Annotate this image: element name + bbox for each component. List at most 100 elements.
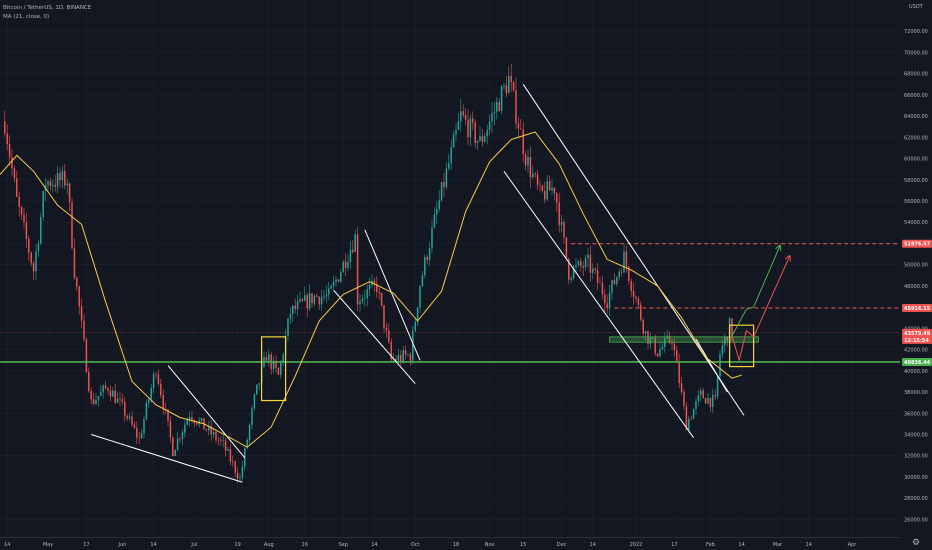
- candle-body: [527, 157, 529, 166]
- candle-body: [592, 268, 594, 273]
- x-tick-label: 19: [234, 542, 240, 548]
- ma-line: [0, 131, 742, 448]
- candle-body: [356, 234, 359, 305]
- candle-body: [604, 294, 606, 304]
- y-tick-label: 40000.00: [904, 369, 928, 375]
- candle-body: [138, 437, 140, 439]
- candle-body: [637, 298, 640, 305]
- candle-body: [536, 174, 539, 185]
- candle-body: [354, 234, 356, 252]
- candle-body: [277, 367, 280, 375]
- candle-body: [700, 390, 702, 396]
- candle-body: [184, 424, 186, 433]
- candle-body: [520, 128, 522, 130]
- candle-body: [294, 305, 296, 310]
- candle-body: [292, 305, 294, 315]
- candle-body: [448, 163, 450, 169]
- candle-body: [364, 298, 366, 299]
- candle-body: [332, 281, 335, 286]
- candle-body: [400, 355, 402, 362]
- candle-body: [282, 354, 284, 362]
- trendline: [522, 84, 745, 416]
- candle-body: [35, 251, 37, 272]
- y-tick-label: 36000.00: [904, 411, 928, 417]
- candle-body: [280, 361, 282, 375]
- ma21-line: [0, 131, 742, 448]
- candle-body: [258, 383, 260, 385]
- candle-body: [457, 121, 460, 130]
- candle-body: [428, 248, 431, 261]
- candle-body: [529, 157, 532, 178]
- candle-body: [61, 170, 64, 181]
- time-axis[interactable]: 14 May 17 Jun 14 Jul 19 Aug 16 Sep 14 Oct 18 Nov 15 Dec…: [0, 537, 900, 549]
- x-tick-label: 2022: [630, 542, 643, 548]
- candle-body: [452, 134, 455, 148]
- candle-body: [318, 296, 320, 305]
- candle-body: [179, 438, 181, 440]
- highlight-box: [261, 336, 287, 402]
- y-tick-label: 62000.00: [904, 135, 928, 141]
- candle-body: [563, 221, 565, 238]
- candle-body: [412, 331, 414, 361]
- candle-body: [580, 261, 582, 266]
- candle-body: [160, 383, 162, 396]
- candle-body: [685, 405, 688, 431]
- candle-body: [275, 360, 277, 368]
- candle-body: [361, 298, 364, 302]
- candle-body: [692, 409, 695, 419]
- x-tick-label: 14: [590, 542, 596, 548]
- candle-body: [678, 361, 680, 384]
- candle-body: [64, 170, 66, 186]
- candle-body: [85, 339, 88, 373]
- candle-body: [191, 416, 193, 421]
- candle-body: [248, 424, 251, 441]
- symbol-label[interactable]: Bitcoin / TetherUS, 1D, BINANCE: [3, 5, 92, 11]
- candle-body: [272, 360, 275, 370]
- candle-body: [476, 140, 479, 143]
- currency-label[interactable]: USDT: [909, 4, 923, 10]
- candle-body: [330, 285, 332, 289]
- candle-body: [652, 337, 654, 339]
- candle-body: [59, 172, 61, 181]
- candle-body: [515, 90, 517, 124]
- candle-body: [251, 408, 253, 425]
- candle-body: [690, 418, 692, 420]
- candle-body: [438, 200, 440, 210]
- candle-body: [23, 214, 25, 223]
- y-tick-label: 70000.00: [904, 50, 928, 56]
- price-tag: [902, 304, 932, 313]
- candle-body: [73, 248, 76, 278]
- chart-legend: Bitcoin / TetherUS, 1D, BINANCE MA (21, …: [3, 4, 91, 22]
- candle-body: [4, 121, 6, 134]
- candle-body: [546, 180, 548, 200]
- candle-body: [383, 305, 385, 329]
- candle-body: [265, 357, 268, 361]
- candle-body: [246, 440, 248, 449]
- candle-body: [37, 243, 40, 252]
- candle-body: [308, 293, 311, 309]
- candle-body: [654, 337, 656, 354]
- gear-icon[interactable]: ⚙: [912, 538, 921, 548]
- candle-body: [52, 184, 54, 187]
- candle-body: [659, 349, 661, 357]
- candle-body: [164, 408, 167, 410]
- trendline: [91, 434, 243, 483]
- candle-body: [644, 331, 647, 334]
- candle-body: [642, 319, 644, 334]
- candle-body: [731, 318, 733, 338]
- candle-body: [512, 82, 515, 91]
- candle-body: [496, 101, 498, 112]
- candle-body: [328, 288, 330, 295]
- candle-body: [587, 254, 589, 259]
- candle-body: [299, 299, 301, 302]
- candle-body: [167, 409, 169, 421]
- y-tick-label: 66000.00: [904, 93, 928, 99]
- candle-body: [313, 295, 316, 304]
- candle-body: [239, 477, 241, 479]
- ma-indicator-label[interactable]: MA (21, close, 0): [3, 14, 50, 20]
- candle-body: [640, 304, 642, 320]
- candle-body: [584, 258, 587, 268]
- candle-body: [133, 424, 136, 428]
- candle-body: [510, 75, 512, 83]
